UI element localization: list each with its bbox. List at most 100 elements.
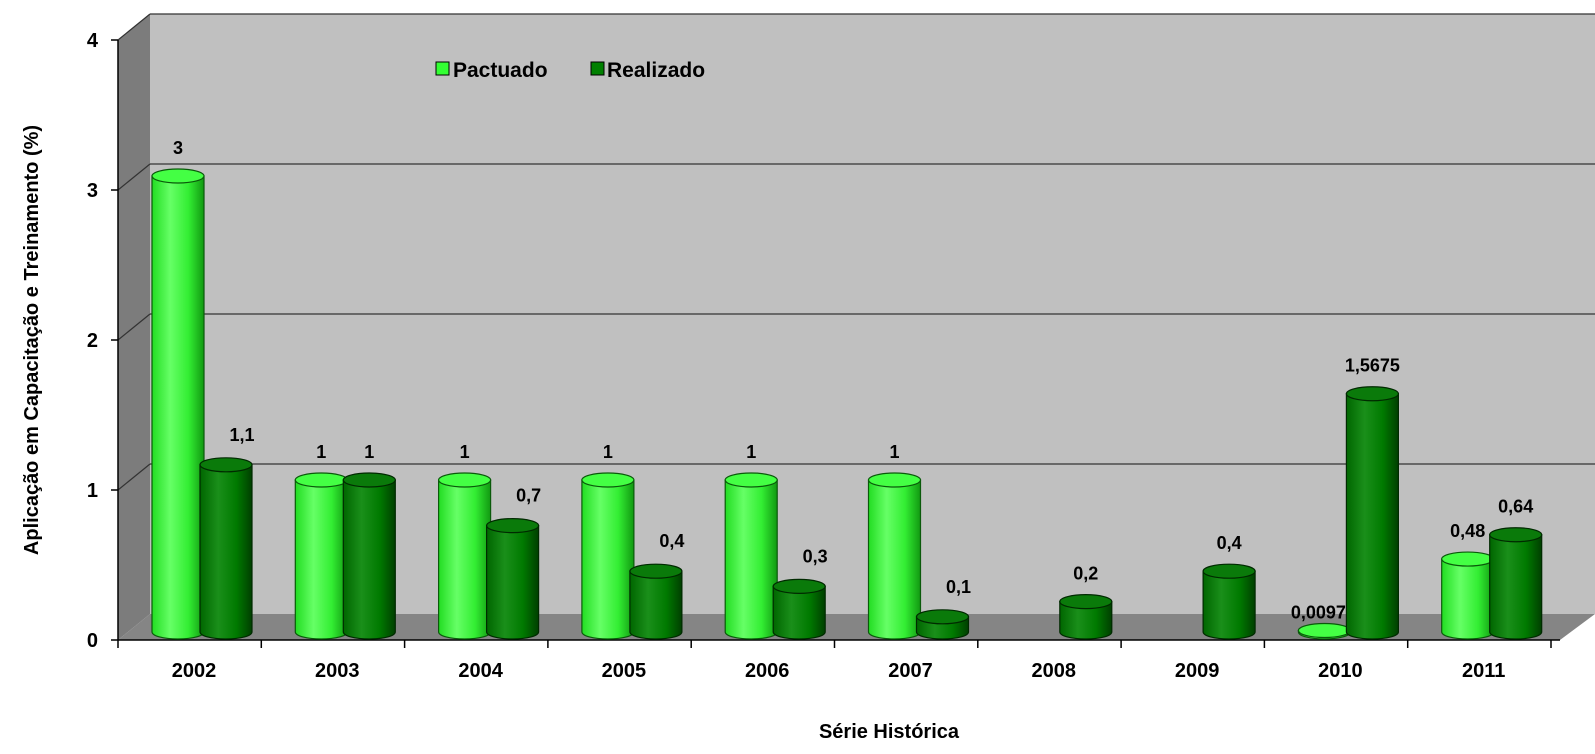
bar-realizado-2002 [199,457,253,640]
bar-pactuado-2010 [1297,622,1352,640]
bar-cap [294,472,348,488]
bar-body [1441,558,1495,640]
data-label: 3 [173,138,183,158]
x-tick-label: 2011 [1462,660,1505,682]
y-tick-label: 2 [87,330,98,352]
data-label: 1 [460,442,470,462]
bar-cap [151,168,205,184]
bar-cap [485,517,540,534]
data-label: 0,0097 [1291,603,1346,623]
x-tick-label: 2002 [172,660,217,682]
gridline-side [117,13,151,41]
data-label: 1 [316,442,326,462]
y-axis-ticks: 0 1 2 3 4 [87,30,118,652]
bar-body [1345,393,1399,640]
gridline-side [117,463,151,491]
data-label: 1,1 [229,425,254,445]
bar-body [486,525,540,640]
bar-pactuado-2007 [867,472,922,640]
data-label: 0,7 [516,486,541,506]
bar-realizado-2005 [629,563,683,640]
bar-cap [581,472,635,488]
bar-body [151,175,205,640]
bar-body [581,479,635,640]
bars [151,168,1543,640]
bar-cap [342,472,396,488]
data-label: 0,4 [1217,533,1242,553]
bar-pactuado-2011 [1441,551,1495,640]
legend-label-pactuado: Pactuado [453,59,548,82]
bar-cap [1059,593,1113,610]
x-tick-label: 2008 [1032,660,1077,682]
legend-swatch-pactuado [435,61,450,76]
bar-body [1489,534,1543,640]
bar-cap [438,472,492,488]
data-label: 1 [889,442,899,462]
bar-pactuado-2004 [438,472,492,640]
x-tick-label: 2009 [1175,660,1220,682]
bar-pactuado-2002 [151,168,205,640]
bar-cap [1202,563,1256,579]
bar-cap [772,578,826,595]
bar-pactuado-2003 [294,472,348,640]
gridlines [117,13,1595,491]
data-label: 0,64 [1498,497,1533,517]
x-tick-label: 2006 [745,660,790,682]
legend: Pactuado Realizado [435,59,705,82]
bar-pactuado-2005 [581,472,635,640]
bar-cap [1489,527,1543,543]
data-label: 0,3 [803,546,828,566]
bar-realizado-2009 [1202,563,1256,640]
data-label: 0,2 [1073,564,1098,584]
bar-body [1059,601,1113,640]
y-tick-label: 0 [87,630,98,652]
bar-cap [199,457,253,473]
bar-body [199,464,253,640]
bar-cap [1345,386,1400,402]
bar-body [629,570,683,640]
bar-body [342,479,396,640]
bar-body [1202,570,1256,640]
bar-body [438,479,492,640]
bar-pactuado-2006 [724,472,778,640]
data-label: 1,5675 [1345,356,1400,376]
x-tick-label: 2010 [1318,660,1363,682]
data-label: 1 [603,442,613,462]
bar-realizado-2004 [485,517,540,640]
data-label: 0,1 [946,577,971,597]
bar-cap [1441,551,1495,567]
bar-body [724,479,778,640]
bar-cap [867,472,922,488]
data-label: 1 [364,442,374,462]
bar-body [867,479,922,640]
bar-cap [724,472,778,488]
x-tick-label: 2007 [888,660,933,682]
bar-realizado-2003 [342,472,396,640]
data-label: 0,48 [1450,521,1485,541]
y-tick-label: 1 [87,480,98,502]
bar-realizado-2011 [1489,527,1543,640]
x-tick-label: 2004 [458,660,503,682]
data-label: 0,4 [659,531,684,551]
data-label: 1 [746,442,756,462]
x-tick-label: 2005 [602,660,647,682]
bar-cap [629,563,683,579]
bar-cap [915,609,970,625]
x-axis-title: Série Histórica [819,721,960,743]
bar-cap [1297,622,1352,639]
bar-body [772,585,826,640]
y-axis-title: Aplicação em Capacitação e Treinamento (… [21,125,43,555]
bar-realizado-2010 [1345,386,1400,640]
y-tick-label: 3 [87,180,98,202]
legend-label-realizado: Realizado [607,59,705,82]
x-axis-ticks: 2002 2003 2004 2005 2006 2007 2008 2009 2010 2011 [117,640,1552,682]
x-tick-label: 2003 [315,660,360,682]
gridline-side [117,313,151,341]
y-tick-label: 4 [87,30,99,52]
data-labels: 3 1 1 1 1 1 0,0097 0,48 1,1 1 0,7 0,4 0,3 0,1 0,2 0,4 1,… [173,138,1533,623]
bar-realizado-2006 [772,578,826,640]
bar-realizado-2008 [1059,593,1113,640]
legend-swatch-realizado [590,61,605,76]
bar-body [294,479,348,640]
